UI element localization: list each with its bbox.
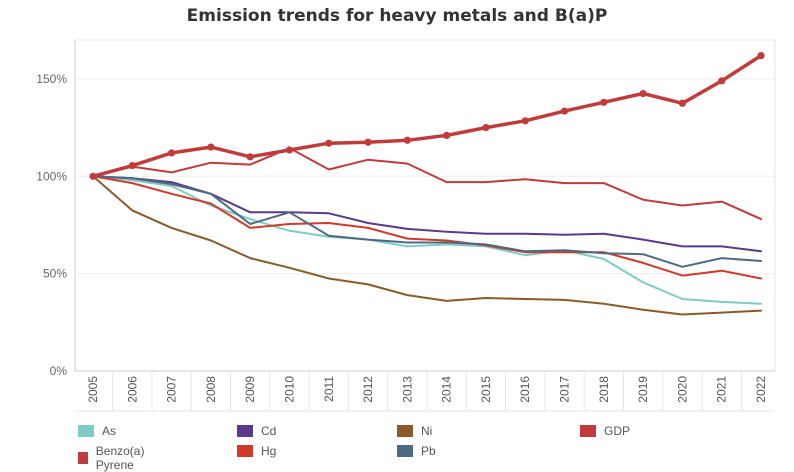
point-gdp-2021	[718, 77, 726, 85]
point-gdp-2015	[482, 124, 490, 132]
legend-swatch-as	[78, 425, 94, 437]
point-gdp-2017	[560, 107, 569, 115]
y-tick-label-100: 100%	[36, 169, 67, 183]
series-line-pb	[92, 175, 762, 268]
legend-label-benzo-a-pyrene: Benzo(a) Pyrene	[95, 444, 145, 472]
x-tick-label-2022: 2022	[754, 376, 768, 403]
legend-swatch-ni	[397, 425, 413, 437]
x-tick-label-2021: 2021	[715, 376, 729, 403]
x-tick-label-2015: 2015	[479, 376, 493, 403]
y-tick-label-0: 0%	[50, 364, 68, 378]
point-gdp-2008	[207, 143, 215, 151]
point-gdp-2016	[521, 117, 529, 125]
y-tick-label-50: 50%	[43, 267, 67, 281]
series-line-ni	[92, 175, 762, 316]
point-gdp-2010	[285, 146, 294, 154]
chart-title: Emission trends for heavy metals and B(a…	[186, 6, 608, 26]
series-line-gdp	[91, 53, 763, 179]
point-gdp-2011	[325, 139, 333, 147]
point-gdp-2019	[639, 89, 647, 98]
legend-label-pb: Pb	[421, 444, 436, 458]
legend-label-ni: Ni	[421, 424, 433, 438]
series-line-hg	[92, 175, 762, 280]
legend-item-ni[interactable]: Ni	[397, 424, 432, 438]
point-gdp-2005	[89, 172, 97, 180]
point-gdp-2007	[167, 149, 176, 157]
x-tick-label-2020: 2020	[675, 376, 689, 403]
x-tick-label-2017: 2017	[558, 376, 572, 403]
x-tick-label-2012: 2012	[361, 376, 375, 403]
legend-label-cd: Cd	[261, 424, 277, 438]
x-tick-label-2006: 2006	[125, 376, 139, 403]
point-gdp-2013	[403, 136, 411, 144]
point-gdp-2020	[678, 99, 687, 107]
x-tick-label-2019: 2019	[636, 376, 650, 403]
legend-swatch-hg	[237, 445, 253, 457]
legend-label-gdp: GDP	[604, 424, 631, 438]
x-tick-label-2016: 2016	[518, 376, 532, 403]
point-gdp-2012	[364, 138, 372, 146]
point-gdp-2018	[600, 98, 608, 106]
legend-item-hg[interactable]: Hg	[237, 444, 276, 458]
x-tick-label-2018: 2018	[597, 376, 611, 403]
legend-item-pb[interactable]: Pb	[397, 444, 436, 458]
legend-swatch-gdp	[580, 425, 596, 437]
point-gdp-2014	[443, 131, 451, 140]
point-gdp-2006	[128, 161, 136, 170]
x-tick-label-2014: 2014	[440, 376, 454, 403]
x-tick-label-2013: 2013	[400, 376, 414, 403]
x-tick-label-2008: 2008	[204, 376, 218, 403]
x-tick-label-2007: 2007	[165, 376, 179, 403]
point-gdp-2022	[757, 51, 765, 60]
legend-item-as[interactable]: As	[78, 424, 116, 438]
legend-swatch-cd	[237, 425, 253, 437]
series-line-benzo-a-pyrene	[92, 147, 762, 221]
y-tick-label-150: 150%	[36, 72, 67, 86]
x-tick-label-2005: 2005	[86, 376, 100, 403]
legend-item-benzo-a-pyrene[interactable]: Benzo(a) Pyrene	[78, 444, 151, 472]
point-gdp-2009	[246, 153, 254, 161]
legend-item-gdp[interactable]: GDP	[580, 424, 630, 438]
x-tick-label-2010: 2010	[282, 376, 296, 403]
x-tick-label-2009: 2009	[243, 376, 257, 403]
legend-swatch-pb	[397, 445, 413, 457]
legend-label-hg: Hg	[261, 444, 277, 458]
x-tick-label-2011: 2011	[322, 376, 336, 402]
legend-swatch-benzo-a-pyrene	[78, 452, 88, 464]
legend-label-as: As	[102, 424, 117, 438]
legend-item-cd[interactable]: Cd	[237, 424, 276, 438]
